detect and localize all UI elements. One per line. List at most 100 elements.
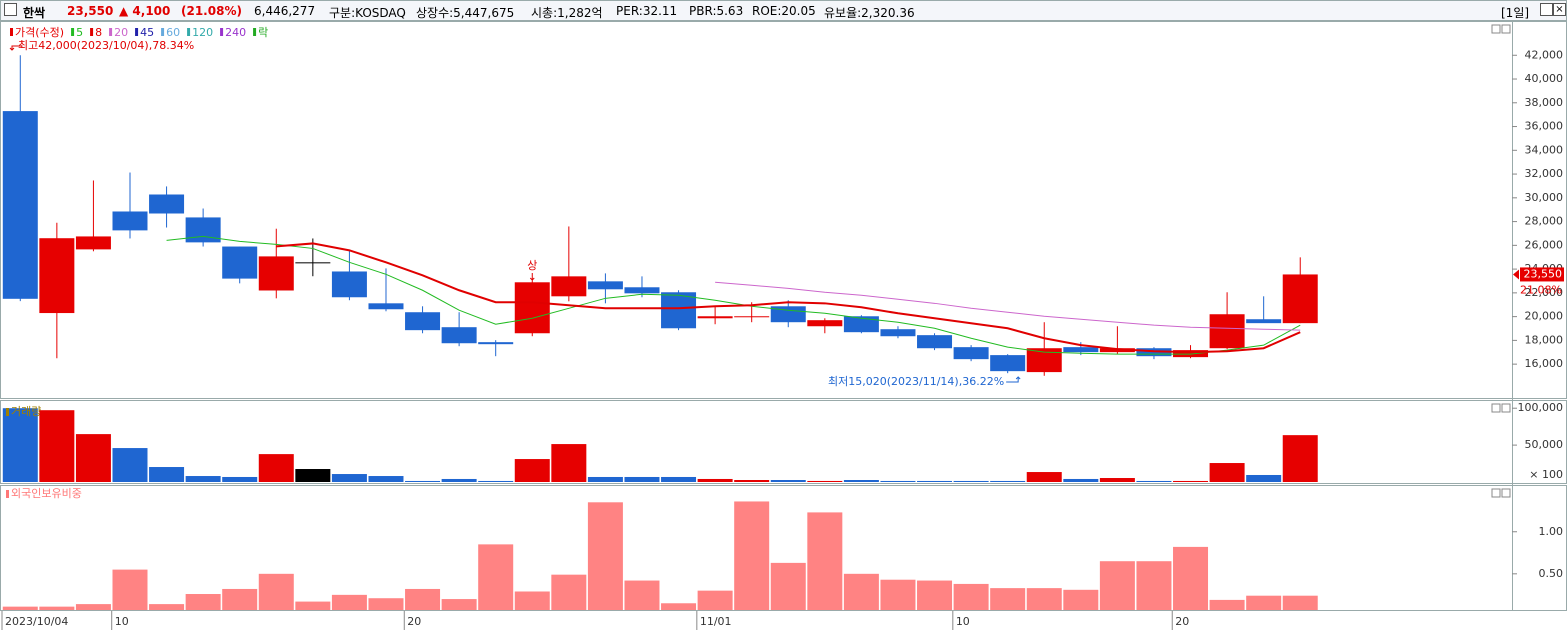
- candle-body: [917, 335, 953, 349]
- bar: [990, 480, 1026, 482]
- x-tick-label: 10: [956, 615, 970, 628]
- candle-body: [1063, 347, 1099, 353]
- price-panel: [0, 21, 1567, 399]
- arrow: [1006, 376, 1021, 383]
- volume: 6,446,277: [254, 4, 316, 18]
- bar: [1026, 472, 1062, 482]
- bar: [258, 573, 294, 610]
- bar: [1063, 478, 1099, 482]
- bar: [1136, 561, 1172, 610]
- bar: [1173, 480, 1209, 482]
- legend-swatch: [161, 28, 165, 36]
- bar: [295, 601, 331, 610]
- legend-swatch: [6, 408, 9, 416]
- bar: [258, 454, 294, 482]
- checkbox[interactable]: [4, 3, 17, 16]
- close-button[interactable]: ×: [1553, 3, 1566, 16]
- candle-body: [843, 316, 879, 333]
- bar: [953, 480, 989, 482]
- candle-body: [551, 276, 587, 297]
- legend-swatch: [253, 28, 257, 36]
- y-tick-label: 1.00: [1539, 525, 1564, 538]
- bar: [880, 480, 916, 482]
- moving-average: [276, 242, 1301, 354]
- legend-label: 120: [192, 26, 213, 39]
- bar: [807, 480, 843, 482]
- x-tick-label: 20: [1175, 615, 1189, 628]
- bar: [2, 408, 38, 482]
- bar: [843, 573, 879, 610]
- bar: [39, 410, 75, 482]
- panel-title: 거래량: [11, 405, 41, 418]
- bar: [953, 583, 989, 610]
- change-pct: (21.08%): [181, 4, 242, 18]
- low-annotation: 최저15,020(2023/11/14),36.22%: [828, 375, 1004, 388]
- y-tick-label: 32,000: [1525, 167, 1564, 180]
- y-tick-label: 100,000: [1518, 401, 1564, 414]
- last-price: 23,550: [1524, 267, 1563, 280]
- bar: [331, 474, 367, 482]
- bar: [990, 588, 1026, 610]
- bar: [405, 480, 441, 482]
- bar: [514, 459, 550, 482]
- bar: [843, 480, 879, 482]
- candle-body: [880, 329, 916, 337]
- bar: [551, 444, 587, 482]
- bar: [441, 478, 477, 482]
- legend-swatch: [220, 28, 224, 36]
- candle-body: [258, 256, 294, 291]
- signal-annotation: 상: [527, 259, 537, 272]
- bar: [112, 569, 148, 610]
- shares: 상장수:5,447,675: [416, 6, 515, 20]
- bar: [587, 476, 623, 482]
- period[interactable]: [1일]: [1501, 6, 1530, 20]
- bar: [1246, 595, 1282, 610]
- x-tick-label: 20: [407, 615, 421, 628]
- bar: [39, 606, 75, 610]
- y-tick-label: 16,000: [1525, 357, 1564, 370]
- bar: [405, 588, 441, 610]
- bar: [295, 469, 331, 482]
- bar: [917, 480, 953, 482]
- bar: [770, 480, 806, 482]
- legend-label: 락: [258, 26, 268, 39]
- candle-body: [661, 292, 697, 329]
- bar: [697, 590, 733, 610]
- bar: [1282, 435, 1318, 482]
- legend-label: 45: [140, 26, 154, 39]
- y-tick-label: 30,000: [1525, 191, 1564, 204]
- y-tick-label: 40,000: [1525, 72, 1564, 85]
- moving-average: [715, 281, 1301, 331]
- candle-body: [2, 111, 38, 299]
- panel-buttons[interactable]: [1491, 24, 1511, 498]
- bar: [149, 467, 185, 482]
- bar: [624, 580, 660, 610]
- bar: [917, 580, 953, 610]
- bar: [2, 606, 38, 610]
- candle-body: [39, 238, 75, 314]
- candle-body: [697, 316, 733, 319]
- legend-swatch: [109, 28, 113, 36]
- change: ▲ 4,100: [119, 4, 171, 18]
- volume-panel: [0, 400, 1567, 484]
- restore-button[interactable]: [1540, 3, 1553, 16]
- bar: [1246, 474, 1282, 482]
- legend-swatch: [187, 28, 191, 36]
- y-tick-label: 50,000: [1525, 438, 1564, 451]
- legend-swatch: [6, 490, 9, 498]
- candle-body: [405, 312, 441, 331]
- bar: [1173, 546, 1209, 610]
- bar: [734, 501, 770, 610]
- reserve: 유보율:2,320.36: [824, 6, 915, 20]
- bar: [587, 502, 623, 610]
- legend-label: 8: [95, 26, 102, 39]
- bar: [368, 598, 404, 610]
- roe: ROE:20.05: [752, 4, 816, 18]
- bar: [149, 604, 185, 610]
- x-tick-label: 11/01: [700, 615, 732, 628]
- candle-body: [75, 236, 111, 250]
- bar: [661, 603, 697, 610]
- candle-body: [368, 303, 404, 310]
- bar: [478, 480, 514, 482]
- candle-body: [149, 194, 185, 214]
